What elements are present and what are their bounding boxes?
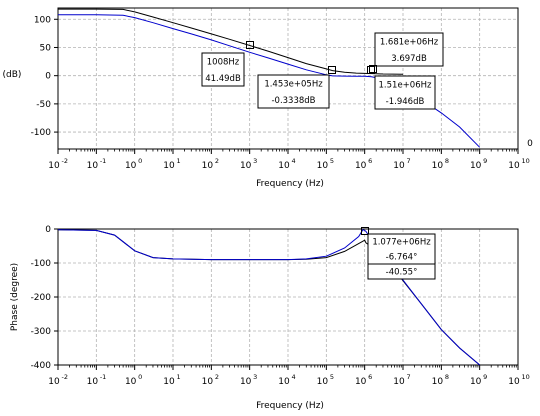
x-tick-label: 10 [125, 377, 137, 387]
x-tick-label: 10 [355, 161, 367, 171]
datatip-box[interactable] [257, 74, 330, 109]
datatip-text: -0.3338dB [271, 96, 315, 106]
datatip-box[interactable] [201, 52, 245, 87]
x-tick-exponent: 9 [483, 373, 487, 381]
x-tick-exponent: -1 [100, 373, 106, 381]
x-tick-label: 10 [317, 161, 329, 171]
x-tick-exponent: 10 [522, 373, 530, 381]
datatip-marker[interactable] [361, 227, 369, 235]
datatip[interactable]: 1.077e+06Hz -6.764° -40.55° [361, 227, 436, 280]
x-tick-label: 10 [470, 377, 482, 387]
datatip-marker[interactable] [369, 65, 377, 73]
datatip-box[interactable] [374, 32, 444, 67]
x-tick-label: 10 [202, 377, 214, 387]
y-tick-label: -200 [31, 293, 52, 303]
y-tick-label: -100 [31, 128, 52, 138]
x-axis-label: Frequency (Hz) [256, 179, 324, 189]
datatip-text: -40.55° [386, 268, 418, 278]
x-tick-label: 10 [432, 161, 444, 171]
y-tick-label: 50 [40, 43, 52, 53]
x-tick-exponent: 3 [253, 373, 257, 381]
datatip[interactable]: 1.453e+05Hz -0.3338dB [257, 66, 336, 109]
x-tick-exponent: 8 [445, 373, 449, 381]
series-line-1 [58, 8, 404, 75]
x-tick-label: 10 [240, 161, 252, 171]
x-tick-label: 10 [163, 377, 175, 387]
x-tick-exponent: 6 [368, 157, 372, 165]
y-axis-label: (dB) [3, 70, 22, 80]
datatip-text: 1.077e+06Hz [372, 238, 431, 248]
y-tick-label: -50 [36, 100, 51, 110]
datatip-text: 1008Hz [207, 57, 240, 67]
x-tick-exponent: 2 [215, 373, 219, 381]
x-tick-exponent: 4 [292, 157, 296, 165]
x-tick-exponent: 0 [138, 157, 142, 165]
x-tick-exponent: -2 [62, 373, 68, 381]
edge-label: 0 [527, 139, 533, 149]
x-tick-label: 10 [87, 161, 99, 171]
datatip[interactable]: 1.681e+06Hz 3.697dB [367, 32, 444, 74]
x-tick-label: 10 [240, 377, 252, 387]
x-tick-exponent: 4 [292, 373, 296, 381]
y-tick-label: -100 [31, 259, 52, 269]
datatip-text: 1.51e+06Hz [379, 80, 432, 90]
x-tick-label: 10 [163, 161, 175, 171]
x-tick-exponent: 9 [483, 157, 487, 165]
datatip-text: 1.681e+06Hz [380, 37, 439, 47]
datatip-text: 41.49dB [205, 74, 241, 84]
datatip-text: 3.697dB [391, 54, 427, 64]
x-tick-exponent: 10 [522, 157, 530, 165]
y-tick-label: -300 [31, 327, 52, 337]
x-tick-label: 10 [48, 161, 60, 171]
x-tick-exponent: 7 [407, 373, 411, 381]
x-tick-label: 10 [278, 377, 290, 387]
datatip-text: -1.946dB [386, 97, 425, 107]
x-tick-exponent: 6 [368, 373, 372, 381]
x-tick-exponent: 2 [215, 157, 219, 165]
x-tick-label: 10 [393, 377, 405, 387]
datatip-text: -6.764° [386, 253, 418, 263]
x-tick-label: 10 [87, 377, 99, 387]
phase-plot: 10 -2 10 -1 10 0 10 1 10 2 10 3 10 4 10 5 10 6 10 7 10 8 10 9 10… [10, 225, 530, 411]
x-tick-exponent: 1 [177, 157, 181, 165]
datatip-marker[interactable] [328, 66, 336, 74]
magnitude-plot: 10 -2 10 -1 10 0 10 1 10 2 10 3 10 4 10 5 10 6 10 7 10 8 10 9 10… [3, 7, 533, 189]
datatip-marker[interactable] [367, 66, 375, 74]
series-line-2 [57, 229, 481, 366]
x-tick-label: 10 [317, 377, 329, 387]
x-tick-exponent: 7 [407, 157, 411, 165]
datatip[interactable]: 1008Hz 41.49dB [201, 41, 254, 87]
y-tick-label: 0 [45, 225, 51, 235]
x-tick-label: 10 [202, 161, 214, 171]
x-tick-label: 10 [508, 161, 520, 171]
x-tick-label: 10 [278, 161, 290, 171]
y-tick-label: 0 [45, 72, 51, 82]
datatip-text: 1.453e+05Hz [264, 79, 323, 89]
x-axis-label: Frequency (Hz) [256, 401, 324, 411]
y-tick-label: 100 [34, 15, 51, 25]
x-tick-exponent: 1 [177, 373, 181, 381]
datatip-marker[interactable] [246, 41, 254, 49]
x-tick-exponent: 3 [253, 157, 257, 165]
y-axis-label: Phase (degree) [10, 263, 20, 331]
x-tick-exponent: 5 [330, 157, 334, 165]
x-tick-label: 10 [393, 161, 405, 171]
x-tick-label: 10 [508, 377, 520, 387]
x-tick-label: 10 [355, 377, 367, 387]
x-tick-label: 10 [432, 377, 444, 387]
datatip[interactable]: 1.51e+06Hz -1.946dB [369, 65, 436, 110]
x-tick-exponent: -2 [62, 157, 68, 165]
x-tick-label: 10 [125, 161, 137, 171]
x-tick-exponent: 8 [445, 157, 449, 165]
x-tick-label: 10 [470, 161, 482, 171]
x-tick-exponent: 0 [138, 373, 142, 381]
x-tick-exponent: 5 [330, 373, 334, 381]
y-tick-label: -400 [31, 361, 52, 371]
datatip-box[interactable] [367, 233, 436, 280]
x-tick-exponent: -1 [100, 157, 106, 165]
x-tick-label: 10 [48, 377, 60, 387]
datatip-box[interactable] [374, 75, 436, 110]
